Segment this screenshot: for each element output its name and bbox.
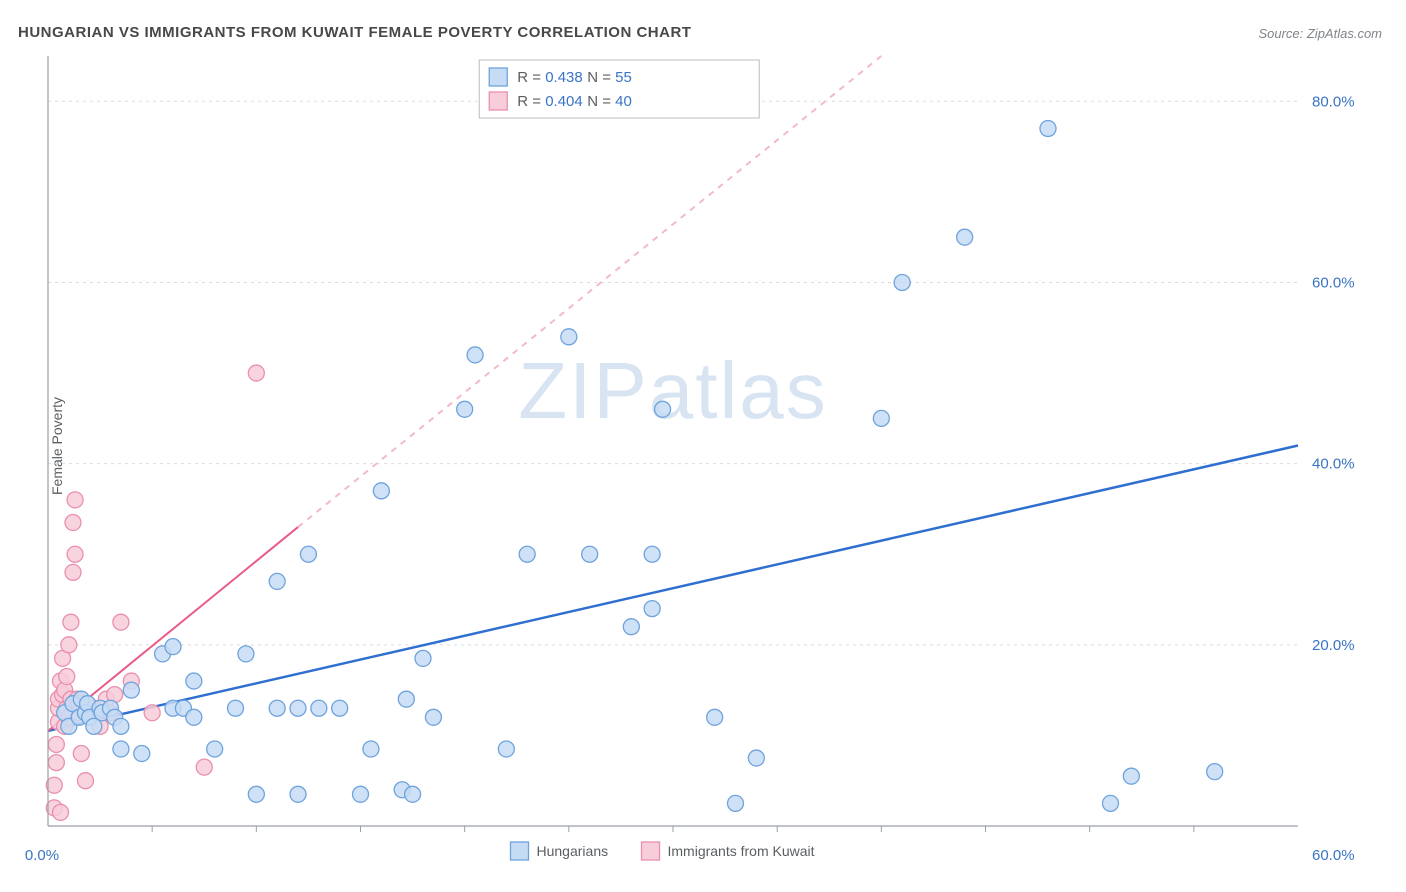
scatter-point — [67, 546, 83, 562]
scatter-point — [78, 773, 94, 789]
scatter-point — [1123, 768, 1139, 784]
scatter-point — [363, 741, 379, 757]
scatter-point — [269, 573, 285, 589]
trend-line-dashed — [298, 56, 881, 527]
scatter-point — [644, 601, 660, 617]
scatter-point — [415, 650, 431, 666]
scatter-point — [65, 564, 81, 580]
scatter-point — [113, 614, 129, 630]
scatter-point — [655, 401, 671, 417]
y-tick-label: 20.0% — [1312, 637, 1355, 654]
scatter-point — [561, 329, 577, 345]
legend-swatch — [511, 842, 529, 860]
scatter-point — [300, 546, 316, 562]
scatter-point — [248, 365, 264, 381]
scatter-point — [1207, 764, 1223, 780]
scatter-point — [48, 755, 64, 771]
watermark: ZIPatlas — [518, 346, 827, 435]
trend-line — [48, 446, 1298, 731]
scatter-point — [405, 786, 421, 802]
scatter-point — [290, 786, 306, 802]
scatter-point — [63, 614, 79, 630]
scatter-point — [186, 709, 202, 725]
scatter-point — [53, 804, 69, 820]
scatter-point — [957, 229, 973, 245]
scatter-point — [398, 691, 414, 707]
scatter-point — [186, 673, 202, 689]
scatter-chart: ZIPatlas R = 0.438 N = 55 R = 0.404 N = 4… — [0, 0, 1406, 892]
scatter-point — [519, 546, 535, 562]
scatter-point — [113, 718, 129, 734]
scatter-point — [61, 637, 77, 653]
x-origin-label: 0.0% — [25, 847, 59, 864]
scatter-point — [46, 777, 62, 793]
scatter-point — [59, 669, 75, 685]
scatter-point — [196, 759, 212, 775]
scatter-point — [123, 682, 139, 698]
scatter-point — [707, 709, 723, 725]
scatter-point — [873, 410, 889, 426]
scatter-point — [48, 736, 64, 752]
scatter-point — [373, 483, 389, 499]
scatter-point — [728, 795, 744, 811]
scatter-point — [748, 750, 764, 766]
scatter-point — [894, 274, 910, 290]
legend-swatch — [489, 68, 507, 86]
y-tick-label: 80.0% — [1312, 93, 1355, 110]
scatter-point — [269, 700, 285, 716]
scatter-point — [290, 700, 306, 716]
scatter-point — [623, 619, 639, 635]
scatter-point — [238, 646, 254, 662]
legend-label: Immigrants from Kuwait — [668, 843, 815, 859]
scatter-point — [113, 741, 129, 757]
scatter-point — [467, 347, 483, 363]
legend-stat: R = 0.438 N = 55 — [517, 69, 632, 86]
legend-label: Hungarians — [537, 843, 609, 859]
scatter-point — [248, 786, 264, 802]
scatter-point — [73, 746, 89, 762]
scatter-point — [144, 705, 160, 721]
y-tick-label: 40.0% — [1312, 456, 1355, 473]
scatter-point — [457, 401, 473, 417]
y-tick-label: 60.0% — [1312, 274, 1355, 291]
legend-swatch — [489, 92, 507, 110]
scatter-point — [228, 700, 244, 716]
scatter-point — [644, 546, 660, 562]
scatter-point — [1103, 795, 1119, 811]
scatter-point — [332, 700, 348, 716]
scatter-point — [498, 741, 514, 757]
scatter-point — [425, 709, 441, 725]
scatter-point — [1040, 120, 1056, 136]
legend-stat: R = 0.404 N = 40 — [517, 93, 632, 110]
scatter-point — [353, 786, 369, 802]
scatter-point — [134, 746, 150, 762]
scatter-point — [582, 546, 598, 562]
scatter-point — [165, 639, 181, 655]
scatter-point — [207, 741, 223, 757]
x-end-label: 60.0% — [1312, 847, 1355, 864]
legend-swatch — [642, 842, 660, 860]
scatter-point — [67, 492, 83, 508]
scatter-point — [311, 700, 327, 716]
scatter-point — [65, 515, 81, 531]
